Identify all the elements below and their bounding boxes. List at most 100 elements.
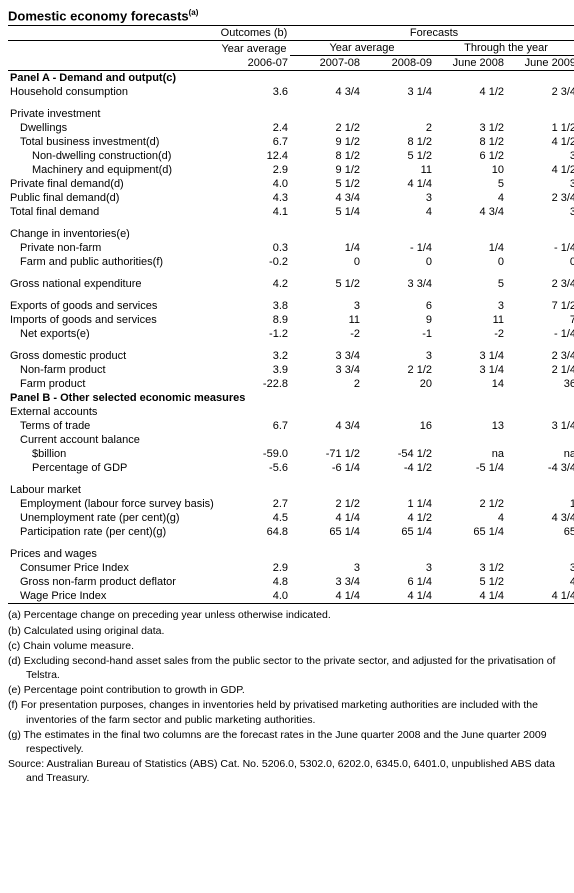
cell-cpi-3: 3 1/2 (434, 561, 506, 575)
row-change_inventories: Change in inventories(e) (8, 227, 574, 241)
row-external_accounts: External accounts (8, 405, 574, 419)
cell-prices_wages-4 (506, 547, 574, 561)
label-machinery_equipment: Machinery and equipment(d) (8, 163, 218, 177)
cell-employment-1: 2 1/2 (290, 497, 362, 511)
cell-farm_product-0: -22.8 (218, 377, 290, 391)
cell-change_inventories-0 (218, 227, 290, 241)
cell-machinery_equipment-4: 4 1/2 (506, 163, 574, 177)
forecast-table: Outcomes (b) Forecasts Year average Year… (8, 25, 574, 604)
cell-total_business_investment-2: 8 1/2 (362, 135, 434, 149)
cell-exports-3: 3 (434, 299, 506, 313)
label-wpi: Wage Price Index (8, 589, 218, 604)
cell-labour_market-1 (290, 483, 362, 497)
note-e: (e) Percentage point contribution to gro… (8, 683, 566, 697)
cell-change_inventories-3 (434, 227, 506, 241)
cell-deflator-0: 4.8 (218, 575, 290, 589)
cell-change_inventories-4 (506, 227, 574, 241)
row-dwellings: Dwellings2.42 1/223 1/21 1/2 (8, 121, 574, 135)
label-exports: Exports of goods and services (8, 299, 218, 313)
cell-gdp-1: 3 3/4 (290, 349, 362, 363)
cell-wpi-2: 4 1/4 (362, 589, 434, 604)
cell-non_farm_product-0: 3.9 (218, 363, 290, 377)
cell-gdp-3: 3 1/4 (434, 349, 506, 363)
row-gdp: Gross domestic product3.23 3/433 1/42 3/… (8, 349, 574, 363)
label-public_final_demand: Public final demand(d) (8, 191, 218, 205)
label-prices_wages: Prices and wages (8, 547, 218, 561)
cell-total_business_investment-1: 9 1/2 (290, 135, 362, 149)
note-g: (g) The estimates in the final two colum… (8, 728, 566, 756)
cell-non_farm_product-2: 2 1/2 (362, 363, 434, 377)
cell-net_exports-3: -2 (434, 327, 506, 341)
row-net_exports: Net exports(e)-1.2-2-1-2- 1/4 (8, 327, 574, 341)
cell-machinery_equipment-0: 2.9 (218, 163, 290, 177)
hdr-through: Through the year (434, 41, 574, 56)
cell-total_business_investment-4: 4 1/2 (506, 135, 574, 149)
footnotes: (a) Percentage change on preceding year … (8, 608, 566, 785)
cell-exports-2: 6 (362, 299, 434, 313)
cell-change_inventories-1 (290, 227, 362, 241)
cell-public_final_demand-3: 4 (434, 191, 506, 205)
cell-imports-0: 8.9 (218, 313, 290, 327)
title-sup: (a) (189, 8, 199, 17)
cell-private_investment-1 (290, 107, 362, 121)
cell-household_consumption-3: 4 1/2 (434, 85, 506, 99)
cell-unemployment-1: 4 1/4 (290, 511, 362, 525)
label-total_business_investment: Total business investment(d) (8, 135, 218, 149)
cell-farm_product-2: 20 (362, 377, 434, 391)
row-deflator: Gross non-farm product deflator4.83 3/46… (8, 575, 574, 589)
cell-private_final_demand-4: 3 (506, 177, 574, 191)
cell-cpi-2: 3 (362, 561, 434, 575)
cell-cab_pct_gdp-3: -5 1/4 (434, 461, 506, 475)
row-terms_of_trade: Terms of trade6.74 3/416133 1/4 (8, 419, 574, 433)
cell-employment-2: 1 1/4 (362, 497, 434, 511)
cell-participation-2: 65 1/4 (362, 525, 434, 539)
cell-terms_of_trade-4: 3 1/4 (506, 419, 574, 433)
cell-machinery_equipment-2: 11 (362, 163, 434, 177)
cell-unemployment-0: 4.5 (218, 511, 290, 525)
cell-gdp-0: 3.2 (218, 349, 290, 363)
cell-private_non_farm-0: 0.3 (218, 241, 290, 255)
label-dwellings: Dwellings (8, 121, 218, 135)
cell-cpi-4: 3 (506, 561, 574, 575)
row-participation: Participation rate (per cent)(g)64.865 1… (8, 525, 574, 539)
label-total_final_demand: Total final demand (8, 205, 218, 219)
row-labour_market: Labour market (8, 483, 574, 497)
cell-change_inventories-2 (362, 227, 434, 241)
cell-farm_public-3: 0 (434, 255, 506, 269)
cell-unemployment-4: 4 3/4 (506, 511, 574, 525)
cell-external_accounts-0 (218, 405, 290, 419)
label-household_consumption: Household consumption (8, 85, 218, 99)
cell-machinery_equipment-3: 10 (434, 163, 506, 177)
hdr-forecasts: Forecasts (290, 26, 574, 41)
hdr-0809: 2008-09 (362, 56, 434, 71)
note-f: (f) For presentation purposes, changes i… (8, 698, 566, 726)
cell-imports-2: 9 (362, 313, 434, 327)
cell-private_investment-4 (506, 107, 574, 121)
row-household_consumption: Household consumption3.64 3/43 1/44 1/22… (8, 85, 574, 99)
label-gdp: Gross domestic product (8, 349, 218, 363)
hdr-jun09: June 2009 (506, 56, 574, 71)
cell-dwellings-4: 1 1/2 (506, 121, 574, 135)
cell-external_accounts-3 (434, 405, 506, 419)
cell-exports-4: 7 1/2 (506, 299, 574, 313)
row-farm_product: Farm product-22.82201436 (8, 377, 574, 391)
row-prices_wages: Prices and wages (8, 547, 574, 561)
cell-farm_public-0: -0.2 (218, 255, 290, 269)
cell-private_final_demand-1: 5 1/2 (290, 177, 362, 191)
page-title: Domestic economy forecasts(a) (8, 8, 566, 23)
note-a: (a) Percentage change on preceding year … (8, 608, 566, 622)
cell-deflator-4: 4 (506, 575, 574, 589)
title-text: Domestic economy forecasts (8, 8, 189, 23)
row-total_final_demand: Total final demand4.15 1/444 3/43 (8, 205, 574, 219)
label-imports: Imports of goods and services (8, 313, 218, 327)
hdr-jun08: June 2008 (434, 56, 506, 71)
hdr-outcomes: Outcomes (b) (218, 26, 290, 41)
cell-private_non_farm-1: 1/4 (290, 241, 362, 255)
note-d: (d) Excluding second-hand asset sales fr… (8, 654, 566, 682)
cell-private_final_demand-2: 4 1/4 (362, 177, 434, 191)
cell-participation-0: 64.8 (218, 525, 290, 539)
row-public_final_demand: Public final demand(d)4.34 3/4342 3/4 (8, 191, 574, 205)
cell-net_exports-2: -1 (362, 327, 434, 341)
cell-labour_market-2 (362, 483, 434, 497)
cell-total_business_investment-0: 6.7 (218, 135, 290, 149)
